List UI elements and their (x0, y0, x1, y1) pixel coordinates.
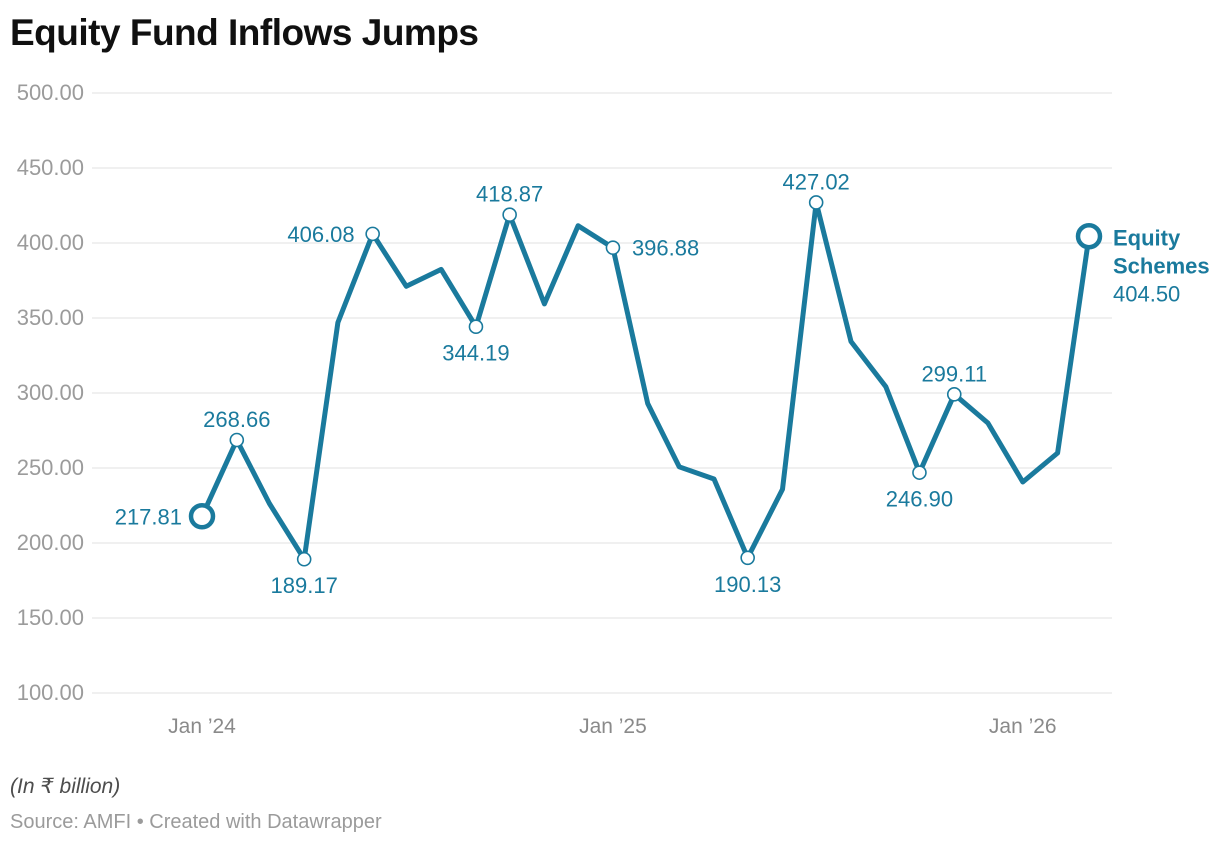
series-name-label: Equity (1113, 225, 1181, 250)
y-axis-tick-label: 450.00 (17, 155, 84, 180)
y-axis-tick-label: 500.00 (17, 80, 84, 105)
data-point-label: 246.90 (886, 487, 953, 512)
source-attribution: Source: AMFI • Created with Datawrapper (10, 811, 382, 833)
data-point-label: 396.88 (632, 236, 699, 261)
data-point-marker-big (1075, 223, 1103, 250)
y-axis-tick-label: 100.00 (17, 680, 84, 705)
data-point-label: 427.02 (783, 169, 850, 194)
y-axis-tick-label: 300.00 (17, 380, 84, 405)
y-axis-tick-label: 350.00 (17, 305, 84, 330)
data-point-marker (605, 240, 621, 255)
data-point-label: 189.17 (271, 573, 338, 598)
data-point-marker (468, 319, 484, 335)
x-axis-tick-label: Jan ’26 (989, 715, 1057, 738)
y-axis-tick-label: 250.00 (17, 455, 84, 480)
equity-inflows-line-chart: 500.00 450.00 400.00 350.00 300.00 250.00 200.… (17, 80, 1210, 738)
chart-title: Equity Fund Inflows Jumps (10, 12, 479, 53)
y-axis-tick-label: 150.00 (17, 605, 84, 630)
y-axis-tick-label: 200.00 (17, 530, 84, 555)
data-point-label: 344.19 (442, 341, 509, 366)
x-axis-tick-label: Jan ’25 (579, 715, 647, 738)
data-point-label: 406.08 (287, 222, 354, 247)
data-point-marker (229, 432, 245, 448)
data-point-label: 217.81 (115, 504, 182, 529)
unit-note: (In ₹ billion) (10, 775, 121, 798)
data-point-label: 190.13 (714, 572, 781, 597)
series-end-value-label: 404.50 (1113, 281, 1180, 306)
data-point-marker (296, 551, 312, 567)
data-point-marker (946, 387, 962, 402)
y-axis-tick-label: 400.00 (17, 230, 84, 255)
data-point-label: 268.66 (203, 407, 270, 432)
data-line (199, 200, 1092, 562)
data-point-marker (912, 465, 927, 480)
data-point-marker-big (188, 503, 216, 530)
x-axis-tick-label: Jan ’24 (168, 715, 236, 738)
series-name-label: Schemes (1113, 253, 1210, 278)
data-point-marker (740, 550, 755, 566)
data-point-marker (365, 226, 380, 242)
data-point-label: 299.11 (921, 361, 987, 386)
data-point-marker (808, 195, 824, 210)
data-point-label: 418.87 (476, 182, 543, 207)
data-point-marker (502, 207, 517, 222)
